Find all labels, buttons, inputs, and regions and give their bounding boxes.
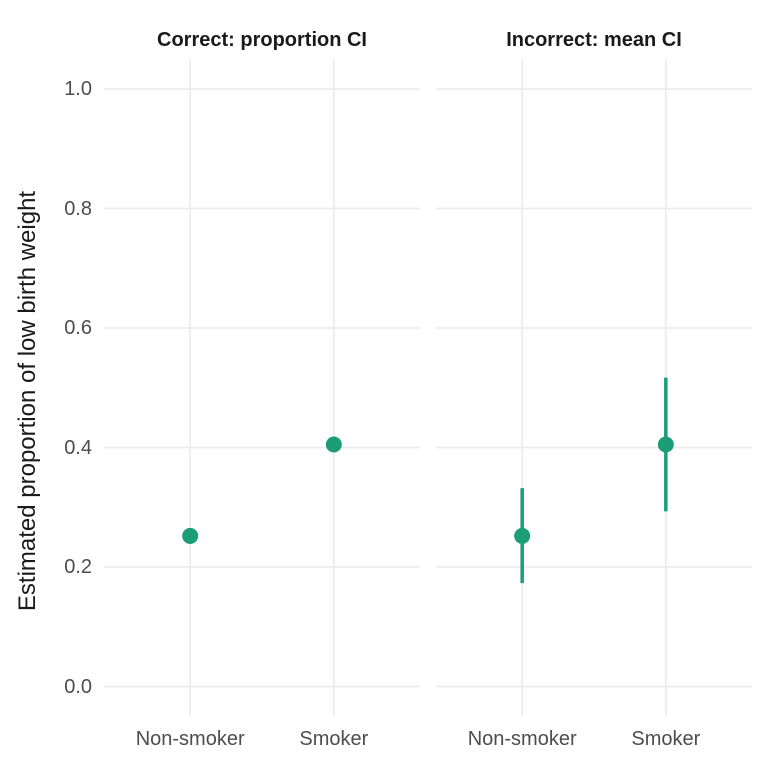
y-tick-label: 1.0 — [64, 78, 92, 100]
y-tick-label: 0.4 — [64, 436, 92, 459]
x-tick-label: Smoker — [299, 728, 369, 750]
x-tick-label: Non-smoker — [467, 728, 577, 750]
x-tick-label: Smoker — [631, 728, 701, 750]
facet-title-correct-proportion-ci: Correct: proportion CI — [157, 29, 367, 51]
data-point — [182, 527, 199, 544]
y-tick-label: 0.8 — [64, 197, 92, 220]
y-tick-label: 0.6 — [64, 317, 92, 339]
data-point — [657, 436, 674, 453]
facet-title-incorrect-mean-ci: Incorrect: mean CI — [506, 29, 682, 51]
data-point — [325, 436, 342, 453]
y-tick-label: 0.0 — [64, 675, 92, 698]
x-tick-label: Non-smoker — [135, 728, 245, 750]
y-tick-label: 0.2 — [64, 556, 92, 578]
data-point — [514, 527, 531, 544]
